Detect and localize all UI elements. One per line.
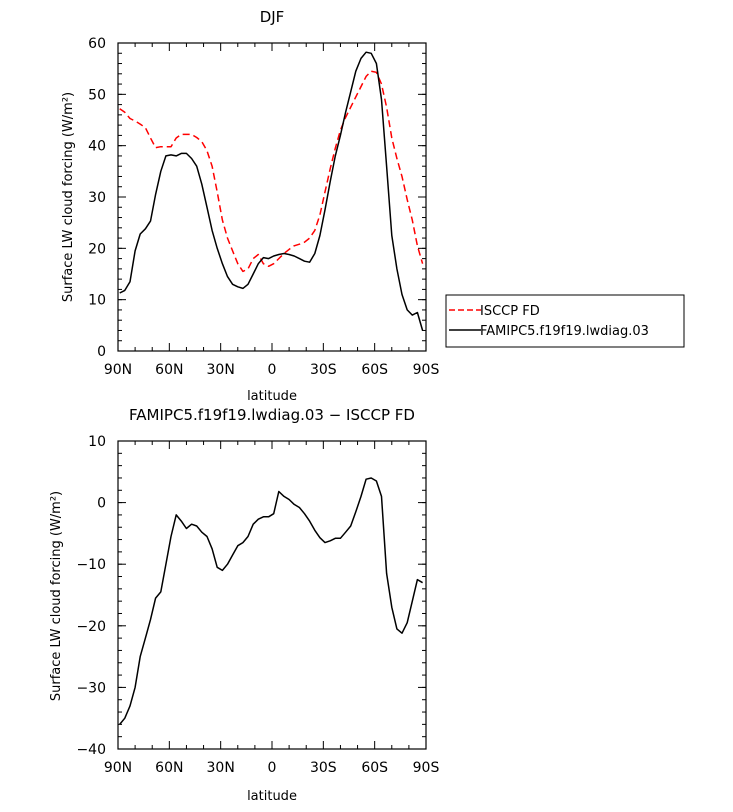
top-plot-lines bbox=[119, 51, 424, 331]
bottom-xtick-label: 30S bbox=[310, 760, 337, 776]
bottom-axis-ticks: 90N 60N 30N 0 30S 60S 90S −40 −30 −20 −10 0 10 bbox=[76, 434, 439, 776]
top-ytick-label: 0 bbox=[97, 344, 106, 360]
top-xtick-label: 30S bbox=[310, 362, 337, 378]
top-chart-title: DJF bbox=[260, 8, 285, 26]
top-ytick-label: 50 bbox=[88, 87, 106, 103]
bottom-xtick-label: 90S bbox=[413, 760, 440, 776]
bottom-plot-frame bbox=[117, 440, 427, 750]
top-axis-ticks: 90N 60N 30N 0 30S 60S 90S 0 10 20 30 40 50 60 bbox=[88, 36, 439, 378]
bottom-panel: FAMIPC5.f19f19.lwdiag.03 − ISCCP FD lati… bbox=[49, 406, 439, 804]
top-ytick-label: 10 bbox=[88, 293, 106, 309]
top-xtick-label: 30N bbox=[207, 362, 235, 378]
bottom-x-axis-label: latitude bbox=[247, 789, 297, 804]
top-series-line-1 bbox=[119, 51, 424, 331]
top-xtick-label: 90N bbox=[104, 362, 132, 378]
bottom-xtick-label: 60N bbox=[155, 760, 183, 776]
bottom-y-axis-label: Surface LW cloud forcing (W/m²) bbox=[49, 491, 64, 701]
top-xtick-label: 90S bbox=[413, 362, 440, 378]
bottom-ytick-label: −20 bbox=[76, 619, 106, 635]
top-x-axis-label: latitude bbox=[247, 389, 297, 404]
top-xtick-label: 60S bbox=[361, 362, 388, 378]
bottom-ytick-label: −10 bbox=[76, 557, 106, 573]
legend-model-label: FAMIPC5.f19f19.lwdiag.03 bbox=[480, 324, 649, 339]
top-ytick-label: 40 bbox=[88, 139, 106, 155]
legend-box bbox=[445, 294, 685, 348]
bottom-plot-lines bbox=[119, 477, 423, 725]
bottom-xtick-label: 60S bbox=[361, 760, 388, 776]
top-ytick-label: 30 bbox=[88, 190, 106, 206]
top-ytick-label: 20 bbox=[88, 241, 106, 257]
bottom-xtick-label: 0 bbox=[268, 760, 277, 776]
bottom-ytick-label: −30 bbox=[76, 680, 106, 696]
top-y-axis-label: Surface LW cloud forcing (W/m²) bbox=[61, 92, 76, 302]
top-xtick-label: 60N bbox=[155, 362, 183, 378]
top-series-line-0 bbox=[119, 70, 424, 273]
top-panel: DJF latitude Surface LW cloud forcing (W… bbox=[61, 8, 685, 404]
legend-isccp-label: ISCCP FD bbox=[480, 304, 540, 319]
bottom-ytick-label: 0 bbox=[97, 496, 106, 512]
bottom-ytick-label: 10 bbox=[88, 434, 106, 450]
bottom-series-line-0 bbox=[119, 477, 423, 725]
bottom-ytick-label: −40 bbox=[76, 742, 106, 758]
bottom-xtick-label: 90N bbox=[104, 760, 132, 776]
bottom-xtick-label: 30N bbox=[207, 760, 235, 776]
bottom-chart-title: FAMIPC5.f19f19.lwdiag.03 − ISCCP FD bbox=[129, 406, 415, 424]
legend: ISCCP FD FAMIPC5.f19f19.lwdiag.03 bbox=[445, 294, 685, 348]
top-xtick-label: 0 bbox=[268, 362, 277, 378]
top-ytick-label: 60 bbox=[88, 36, 106, 52]
